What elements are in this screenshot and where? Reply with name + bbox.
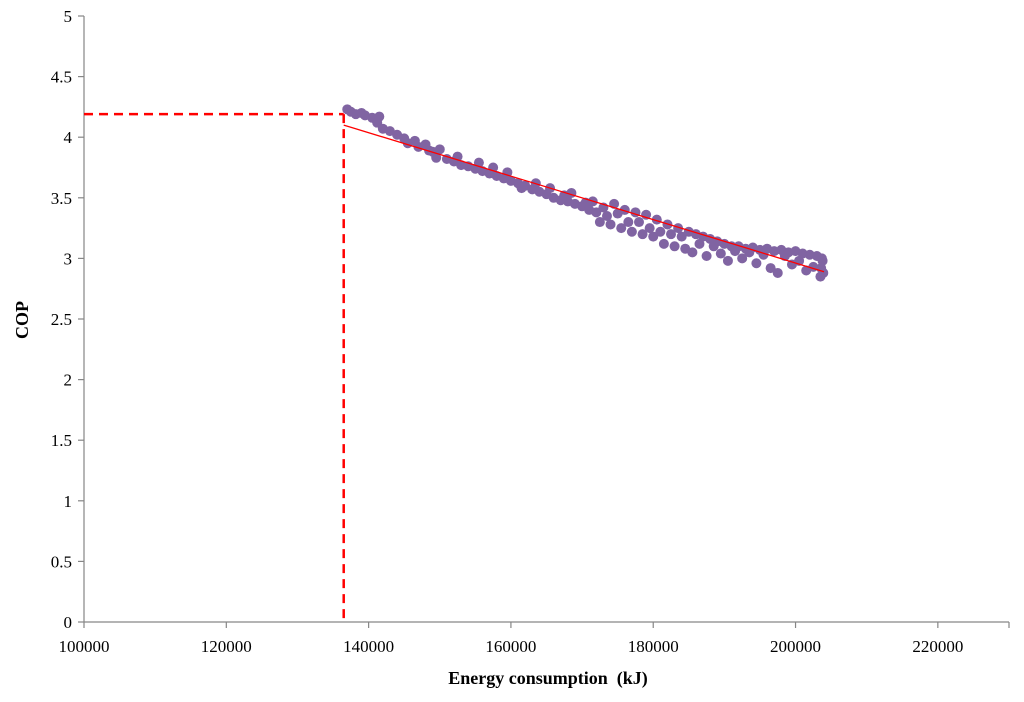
data-point	[669, 241, 680, 252]
data-point	[637, 229, 648, 240]
data-point	[619, 204, 630, 215]
y-tick-label: 3.5	[51, 189, 72, 208]
data-point	[658, 238, 669, 249]
data-points	[342, 104, 829, 282]
y-tick-label: 2	[64, 371, 73, 390]
data-point	[765, 263, 776, 274]
data-point	[591, 207, 602, 218]
data-point	[644, 223, 655, 234]
y-tick-label: 2.5	[51, 310, 72, 329]
y-tick-label: 0.5	[51, 552, 72, 571]
y-tick-label: 1.5	[51, 431, 72, 450]
data-point	[634, 217, 644, 228]
x-tick-label: 160000	[485, 637, 536, 656]
trendline	[343, 124, 825, 273]
data-point	[655, 226, 666, 237]
x-tick-label: 200000	[770, 637, 821, 656]
data-point	[687, 247, 698, 258]
x-tick-label: 180000	[628, 637, 679, 656]
data-point	[648, 231, 659, 242]
data-point	[626, 226, 637, 237]
ticks: 0 0.5 1 1.5 2 2.5 3 3.5 4 4.5 5 100000 120000 140000 1…	[51, 7, 1010, 656]
y-tick-label: 0	[64, 613, 73, 632]
data-point	[623, 217, 634, 228]
x-tick-label: 120000	[201, 637, 252, 656]
data-point	[772, 267, 783, 278]
data-point	[594, 217, 605, 228]
x-tick-label: 220000	[912, 637, 963, 656]
data-point	[701, 250, 712, 261]
data-point	[605, 219, 616, 230]
x-axis-title: Energy consumption (kJ)	[448, 668, 648, 689]
data-point	[666, 229, 677, 240]
data-point	[715, 248, 726, 259]
data-point	[673, 223, 684, 234]
data-point	[616, 223, 627, 234]
data-point	[601, 210, 612, 221]
y-tick-label: 4	[64, 128, 73, 147]
x-tick-label: 140000	[343, 637, 394, 656]
data-point	[722, 255, 733, 266]
reference-lines	[84, 112, 345, 622]
y-tick-label: 4.5	[51, 68, 72, 87]
x-tick-label: 100000	[59, 637, 110, 656]
y-tick-label: 1	[64, 492, 73, 511]
axes	[83, 16, 1009, 623]
data-point	[434, 144, 445, 155]
trendline-group	[343, 124, 825, 273]
data-point	[737, 253, 748, 264]
y-axis-title: COP	[12, 301, 32, 339]
data-point	[676, 231, 687, 242]
data-point	[751, 258, 762, 269]
data-point	[431, 152, 442, 163]
data-point	[816, 253, 827, 264]
data-point	[816, 263, 827, 274]
y-tick-label: 3	[64, 249, 73, 268]
y-tick-label: 5	[64, 7, 73, 26]
